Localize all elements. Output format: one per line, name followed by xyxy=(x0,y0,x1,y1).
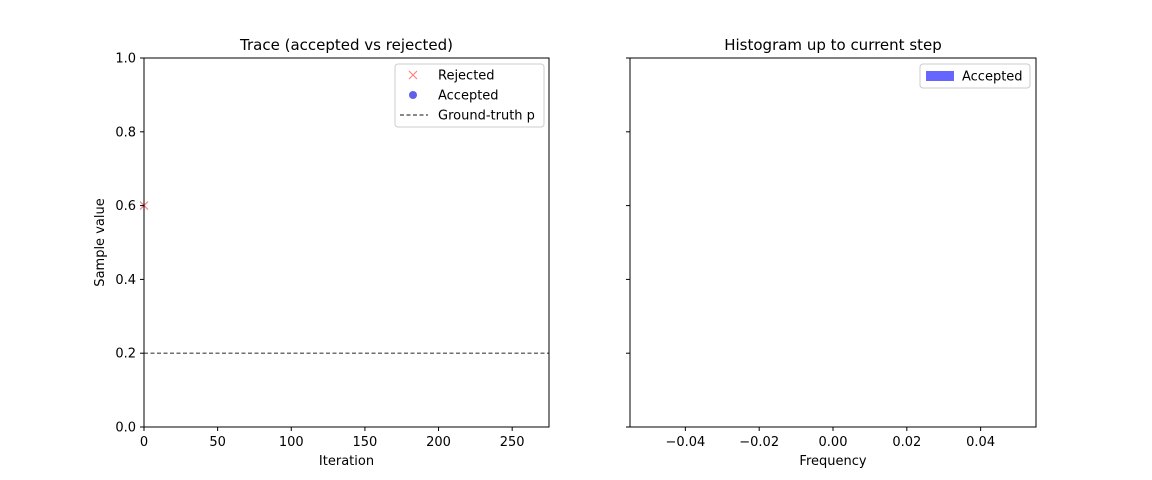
legend-patch-icon xyxy=(926,71,954,81)
x-tick-label: −0.02 xyxy=(739,435,779,450)
legend-x-marker-icon xyxy=(408,70,418,80)
legend-label: Rejected xyxy=(438,69,495,84)
y-tick-label: 0.0 xyxy=(115,421,136,436)
y-tick-label: 0.2 xyxy=(115,347,136,362)
x-tick-label: 0.04 xyxy=(966,435,995,450)
x-tick-label: 200 xyxy=(426,435,451,450)
legend-label: Accepted xyxy=(438,89,499,104)
y-axis-label: Sample value xyxy=(93,198,108,286)
x-tick-label: 0.00 xyxy=(819,435,848,450)
histogram-panel: −0.04 −0.02 0.00 0.02 0.04 Histogram up to cu… xyxy=(626,36,1037,469)
x-tick-label: 100 xyxy=(279,435,304,450)
trace-panel: 0 50 100 150 200 250 0.0 0.2 0.4 0.6 0.8 1.0 Trace (… xyxy=(93,36,550,469)
x-tick-label: −0.04 xyxy=(665,435,705,450)
histogram-axes-frame xyxy=(629,57,1037,428)
histogram-title: Histogram up to current step xyxy=(724,36,942,54)
legend-box xyxy=(394,63,545,128)
trace-legend: Rejected Accepted Ground-truth p xyxy=(394,63,545,128)
x-axis-label: Frequency xyxy=(799,454,866,469)
x-tick-label: 50 xyxy=(209,435,226,450)
x-tick-label: 0.02 xyxy=(892,435,921,450)
trace-axes-frame xyxy=(143,57,550,428)
y-tick-label: 0.8 xyxy=(115,125,136,140)
y-tick-label: 0.6 xyxy=(115,199,136,214)
x-tick-label: 150 xyxy=(352,435,377,450)
legend-label: Accepted xyxy=(962,70,1023,85)
x-tick-label: 0 xyxy=(140,435,148,450)
legend-circle-marker-icon xyxy=(409,91,417,99)
y-tick-label: 0.4 xyxy=(115,273,136,288)
x-tick-label: 250 xyxy=(500,435,525,450)
x-axis-label: Iteration xyxy=(319,454,374,469)
legend-label: Ground-truth p xyxy=(438,109,535,124)
y-tick-label: 1.0 xyxy=(115,52,136,67)
histogram-legend: Accepted xyxy=(919,63,1031,89)
trace-title: Trace (accepted vs rejected) xyxy=(239,36,453,54)
legend-box xyxy=(919,63,1031,89)
